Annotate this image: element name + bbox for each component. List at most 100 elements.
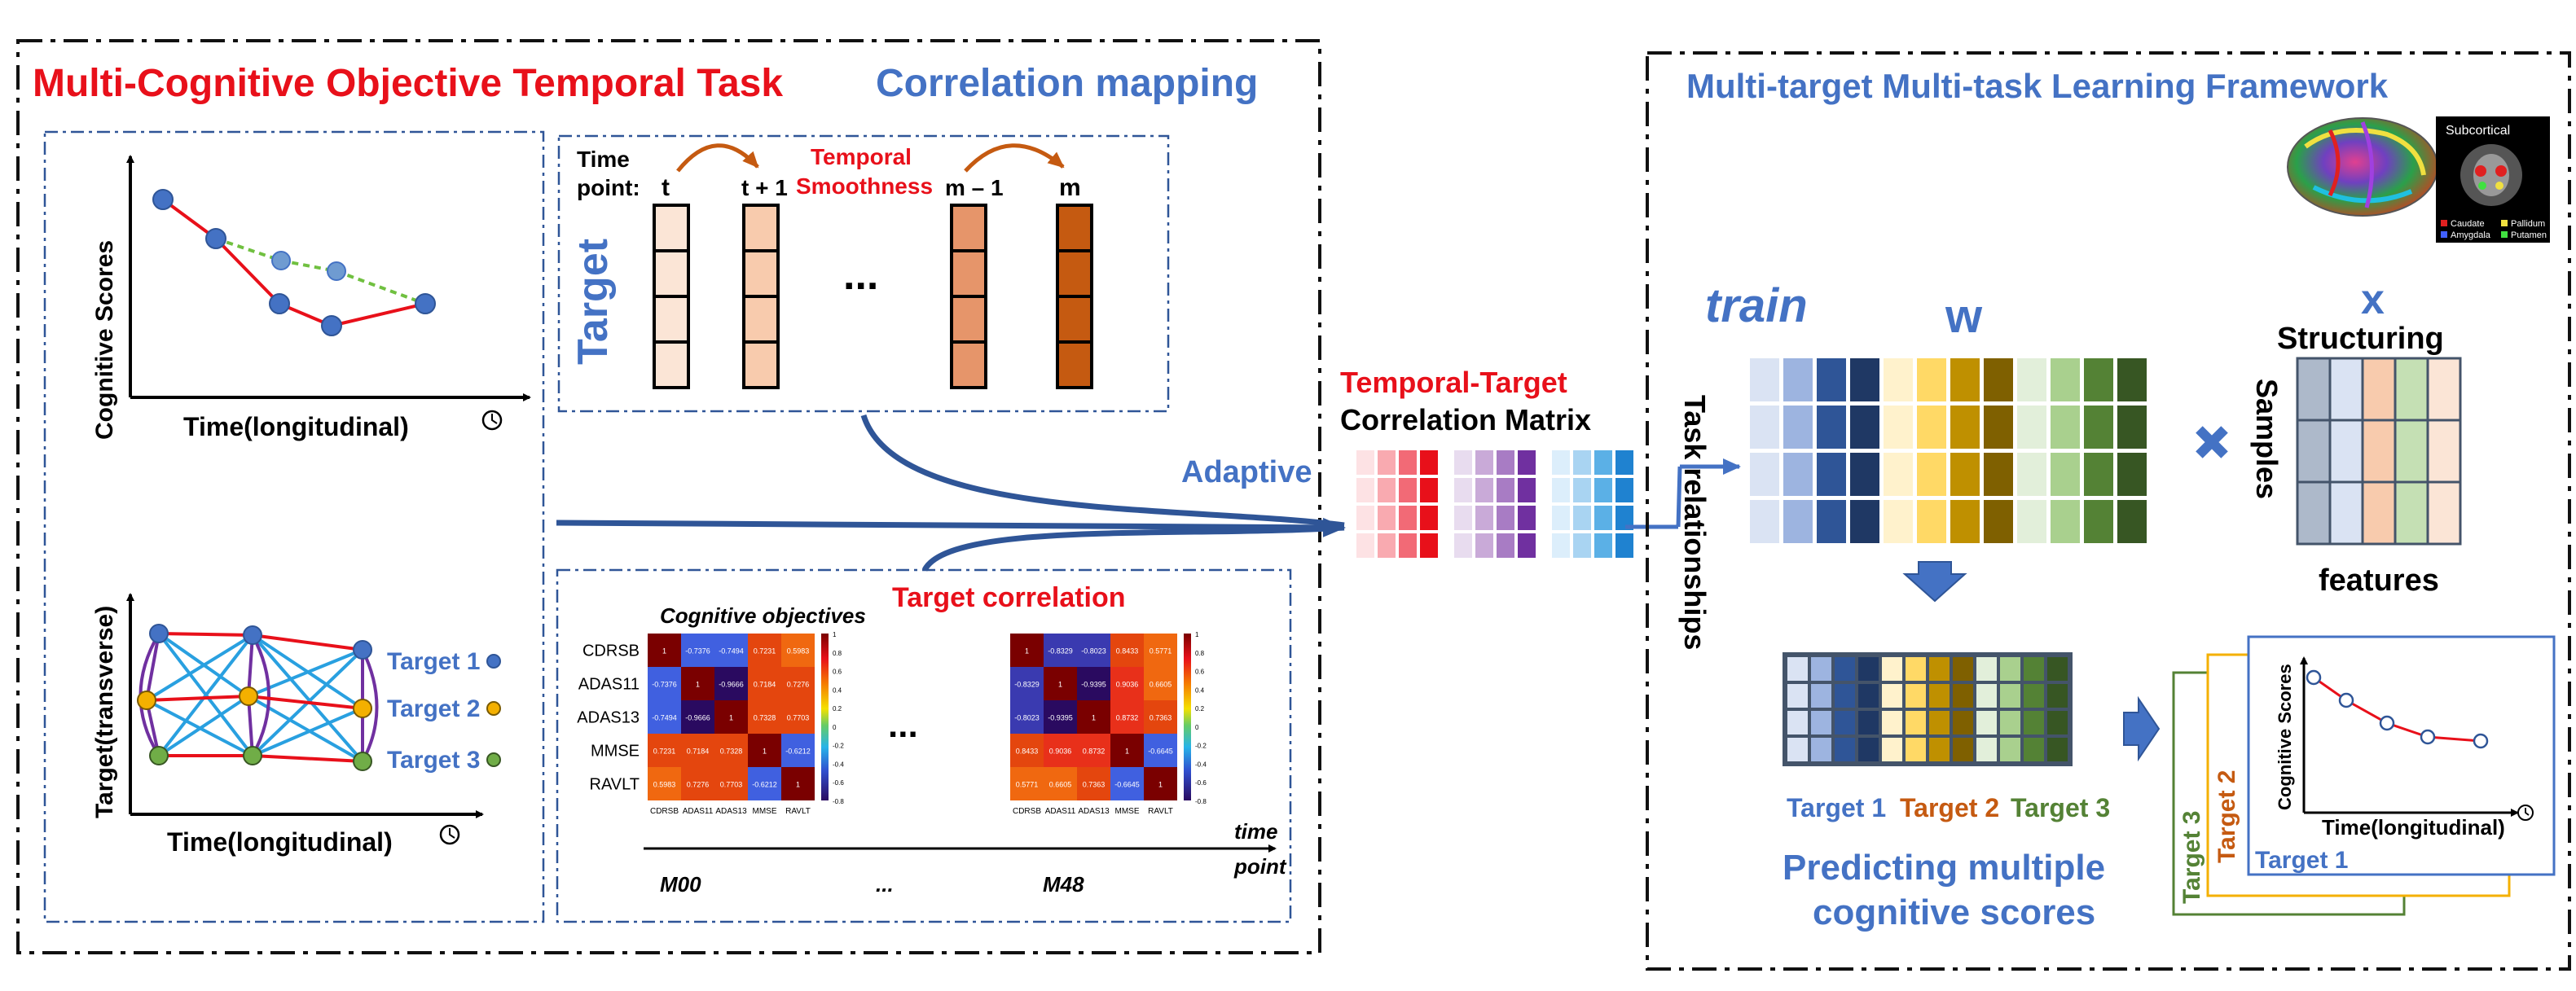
w-cell	[2084, 453, 2113, 496]
target-cell	[653, 249, 690, 298]
w-cell	[1950, 500, 1980, 543]
left-title-red: Multi-Cognitive Objective Temporal Task	[33, 62, 783, 105]
x-cell	[2394, 357, 2429, 422]
heatmap-value: -0.6645	[1114, 781, 1140, 789]
features-label: features	[2319, 563, 2439, 598]
w-cell	[1750, 406, 1779, 449]
heatmap-cell	[648, 734, 681, 767]
w-cell	[1783, 500, 1813, 543]
heatmap-value: 1	[1125, 748, 1129, 756]
w-cell	[2017, 358, 2046, 401]
heatmap-cell	[781, 700, 815, 734]
x-cell	[2426, 357, 2462, 422]
w-cell	[2117, 406, 2147, 449]
stack-label-target-3: Target 3	[2178, 811, 2205, 904]
heatmap-cell	[781, 734, 815, 767]
target-cell	[653, 204, 690, 252]
w-cell	[1984, 500, 2013, 543]
colorbar-tick: 0.6	[1195, 669, 1205, 676]
corr-cell	[1356, 450, 1374, 475]
x-label: x	[2361, 276, 2385, 323]
corr-cell	[1454, 506, 1472, 530]
temporal-ellipsis: ...	[843, 252, 878, 299]
legend-target-1: Target 1	[387, 648, 480, 675]
heatmap-cell	[1110, 634, 1144, 667]
train-label: train	[1705, 279, 1808, 332]
heatmap-cell	[1144, 667, 1177, 700]
w-matrix	[1750, 358, 2147, 543]
heatmap-cell	[1044, 767, 1077, 800]
corr-cell	[1497, 450, 1514, 475]
clock-icon	[481, 410, 503, 431]
w-cell	[1783, 453, 1813, 496]
x-cell	[2394, 419, 2429, 484]
pred-cell	[1929, 738, 1950, 761]
heatmap-value: 0.7363	[1150, 714, 1172, 722]
corr-cell	[1399, 506, 1417, 530]
heatmap-value: -0.9666	[719, 681, 744, 689]
label-dots: ...	[876, 872, 894, 897]
heatmap-value: 0.8433	[1016, 748, 1039, 756]
w-cell	[1950, 453, 1980, 496]
w-cell	[2084, 358, 2113, 401]
heatmap-cell	[1144, 700, 1177, 734]
corr-cell	[1420, 478, 1438, 502]
target-cell	[1056, 249, 1093, 298]
heatmap-cell	[1144, 634, 1177, 667]
flow-arrow-top	[860, 414, 1345, 528]
x-cell	[2328, 480, 2364, 546]
w-cell	[1884, 500, 1913, 543]
x-cell	[2361, 419, 2397, 484]
w-cell	[1850, 358, 1879, 401]
heatmap-value: 0.6605	[1049, 781, 1072, 789]
heatmap-value: 0.7328	[754, 714, 776, 722]
pred-cell	[1858, 684, 1879, 708]
w-cell	[2017, 406, 2046, 449]
heatmap-cell	[681, 734, 714, 767]
heatmap-value: 0.7276	[687, 781, 710, 789]
heatmap-colorbar	[1184, 634, 1191, 800]
heatmap-cell	[1010, 634, 1044, 667]
heatmap-value: 0.5771	[1150, 647, 1172, 656]
heatmap-cell	[681, 767, 714, 800]
right-panel-frame	[1646, 51, 2571, 971]
x-cell	[2361, 480, 2397, 546]
heatmap-col-label: CDRSB	[1013, 807, 1041, 816]
w-cell	[2051, 453, 2080, 496]
pred-cell	[1906, 738, 1926, 761]
x-cell	[2296, 357, 2332, 422]
heatmap-value: 1	[1025, 647, 1029, 656]
heatmap-colorbar	[821, 634, 829, 800]
temporal-box	[557, 134, 1170, 413]
heatmap-value: 0.6605	[1150, 681, 1172, 689]
pred-cell	[1976, 738, 1997, 761]
heatmap-cell	[748, 734, 781, 767]
heatmap-cell	[681, 634, 714, 667]
corr-cell	[1356, 533, 1374, 558]
x-cell	[2328, 419, 2364, 484]
corr-cell	[1594, 478, 1612, 502]
pred-cell	[1835, 711, 1855, 734]
heatmap-col-label: MMSE	[753, 807, 777, 816]
legend-target-2: Target 2	[387, 695, 480, 722]
stack-label-target-2: Target 2	[2213, 770, 2240, 863]
pred-cell	[1882, 657, 1902, 681]
heatmap-cell	[748, 700, 781, 734]
heatmap-value: -0.9395	[1081, 681, 1106, 689]
colorbar-tick: 0.6	[833, 669, 842, 676]
corr-cell	[1420, 533, 1438, 558]
w-cell	[1884, 453, 1913, 496]
corr-cell	[1399, 478, 1417, 502]
target-cell	[950, 295, 987, 344]
pred-cell	[1858, 738, 1879, 761]
plot2-ylabel: Target(transverse)	[91, 606, 118, 818]
heatmap-cell	[1044, 734, 1077, 767]
heatmap-cell	[1144, 767, 1177, 800]
w-cell	[1917, 453, 1946, 496]
heatmap-col-label: ADAS11	[1045, 807, 1076, 816]
pred-cell	[2024, 657, 2044, 681]
legend-target-3: Target 3	[387, 747, 480, 774]
w-cell	[1984, 453, 2013, 496]
heatmap-cell	[1077, 700, 1110, 734]
